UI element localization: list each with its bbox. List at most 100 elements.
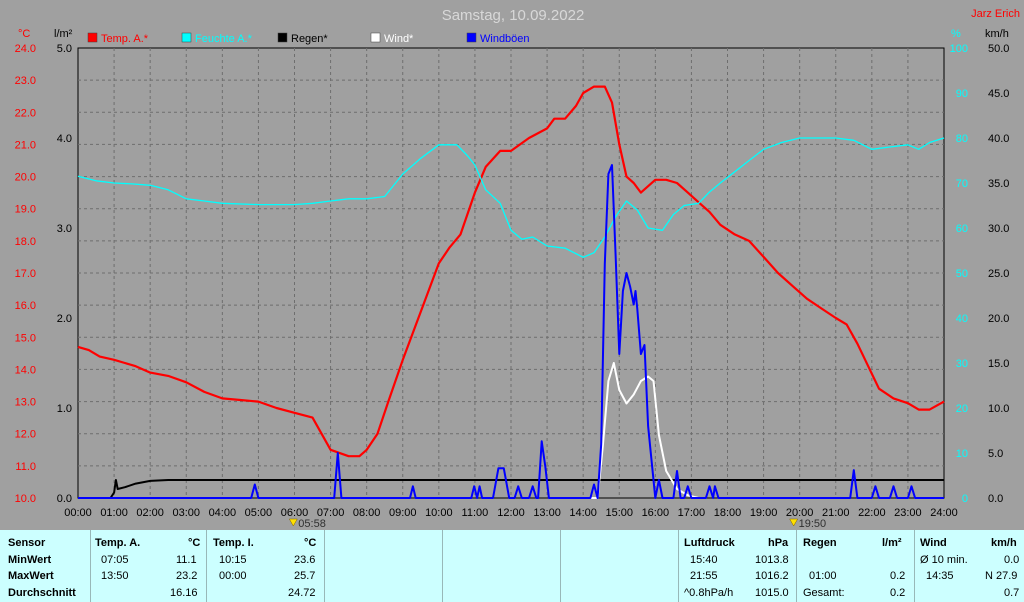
x-tick-label: 22:00: [858, 507, 886, 519]
legend: Temp. A.* Feuchte A.* Regen* Wind* Windböen: [87, 32, 530, 45]
rain-total-label: Gesamt:: [803, 587, 845, 599]
temp-a-max-time: 13:50: [101, 570, 129, 582]
x-tick-label: 04:00: [209, 507, 237, 519]
divider: [324, 530, 325, 602]
rain-total-value: 0.2: [890, 587, 906, 599]
temp-a-unit: °C: [188, 537, 201, 549]
series-line: [78, 479, 944, 499]
divider: [796, 530, 797, 602]
wind-tick-label: 20.0: [988, 313, 1009, 325]
temp-a-min-value: 11.1: [176, 554, 197, 566]
temp-i-unit: °C: [304, 537, 317, 549]
rain-tick-label: 4.0: [57, 133, 72, 145]
temp-tick-label: 18.0: [15, 236, 36, 248]
x-tick-label: 05:00: [245, 507, 273, 519]
temp-a-average: 16.16: [170, 587, 198, 599]
wind-tick-label: 0.0: [988, 493, 1003, 505]
divider: [678, 530, 679, 602]
legend-label: Temp. A.*: [101, 33, 149, 45]
temp-tick-label: 16.0: [15, 300, 36, 312]
x-tick-label: 09:00: [389, 507, 417, 519]
series-line: [77, 137, 945, 258]
legend-swatch: [370, 32, 381, 43]
pressure-header: Luftdruck: [684, 537, 735, 549]
x-tick-label: 00:00: [64, 507, 92, 519]
legend-swatch: [277, 32, 288, 43]
x-tick-label: 07:00: [317, 507, 345, 519]
divider: [560, 530, 561, 602]
humidity-tick-label: 80: [956, 133, 968, 145]
temp-i-min-value: 23.6: [294, 554, 316, 566]
divider: [206, 530, 207, 602]
rain-unit-label: l/m²: [54, 28, 73, 40]
wind-avg-value: 0.0: [1004, 554, 1020, 566]
x-tick-label: 13:00: [533, 507, 561, 519]
humidity-unit-label: %: [951, 28, 961, 40]
sun-markers: 05:58 19:50: [288, 518, 827, 530]
wind-tick-label: 25.0: [988, 268, 1009, 280]
temp-a-min-time: 07:05: [101, 554, 129, 566]
temp-tick-label: 21.0: [15, 139, 36, 151]
sunset-time: 19:50: [799, 518, 827, 530]
rain-header: Regen: [803, 537, 837, 549]
humidity-tick-label: 100: [950, 43, 968, 55]
sunrise-time: 05:58: [298, 518, 326, 530]
temp-tick-label: 19.0: [15, 204, 36, 216]
temp-tick-label: 20.0: [15, 172, 36, 184]
x-tick-label: 21:00: [822, 507, 850, 519]
stats-panel: [0, 530, 1024, 602]
divider: [90, 530, 91, 602]
temp-i-min-time: 10:15: [219, 554, 247, 566]
humidity-tick-label: 70: [956, 178, 968, 190]
x-tick-label: 10:00: [425, 507, 453, 519]
x-tick-label: 06:00: [281, 507, 309, 519]
legend-swatch: [181, 32, 192, 43]
series-line: [590, 362, 699, 499]
temp-unit-label: °C: [18, 28, 30, 40]
temp-tick-label: 22.0: [15, 107, 36, 119]
series-line: [77, 85, 945, 458]
wind-tick-label: 5.0: [988, 448, 1003, 460]
divider: [442, 530, 443, 602]
legend-swatch: [87, 32, 98, 43]
wind-unit-label: km/h: [985, 28, 1009, 40]
weather-chart: Samstag, 10.09.2022 Jarz Erich °C l/m² %…: [14, 7, 1020, 530]
wind-tick-label: 30.0: [988, 223, 1009, 235]
x-tick-label: 01:00: [100, 507, 128, 519]
series-line: [78, 164, 944, 499]
x-tick-label: 11:00: [462, 507, 489, 519]
legend-swatch: [466, 32, 477, 43]
x-tick-label: 02:00: [136, 507, 164, 519]
x-tick-label: 15:00: [605, 507, 633, 519]
rain-tick-label: 0.0: [57, 493, 72, 505]
chart-title: Samstag, 10.09.2022: [442, 7, 585, 24]
divider: [914, 530, 915, 602]
rain-tick-label: 5.0: [57, 43, 72, 55]
temp-i-max-value: 25.7: [294, 570, 316, 582]
legend-label: Feuchte A.*: [195, 33, 253, 45]
humidity-tick-label: 20: [956, 403, 968, 415]
rain-time: 01:00: [809, 570, 837, 582]
temp-i-average: 24.72: [288, 587, 316, 599]
pressure-min-time: 15:40: [690, 554, 718, 566]
wind-tick-label: 40.0: [988, 133, 1009, 145]
wind-max-time: 14:35: [926, 570, 954, 582]
humidity-tick-label: 10: [956, 448, 968, 460]
x-tick-label: 14:00: [569, 507, 597, 519]
legend-label: Regen*: [291, 33, 328, 45]
temp-tick-label: 17.0: [15, 268, 36, 280]
humidity-tick-label: 60: [956, 223, 968, 235]
temp-tick-label: 24.0: [15, 43, 36, 55]
temp-i-header: Temp. I.: [213, 537, 254, 549]
series-lines: [77, 85, 945, 499]
temp-i-max-time: 00:00: [219, 570, 247, 582]
rain-value: 0.2: [890, 570, 906, 582]
humidity-tick-label: 30: [956, 358, 968, 370]
wind-header: Wind: [920, 537, 947, 549]
axis-ticks: 10.0 11.0 12.0 13.0 14.0 15.0 16.0 17.0 18.0 19.0…: [15, 43, 1010, 519]
wind-tick-label: 15.0: [988, 358, 1009, 370]
max-row-label: MaxWert: [8, 570, 54, 582]
wind-max-value: N 27.9: [985, 570, 1018, 582]
pressure-trend-value: 1015.0: [755, 587, 789, 599]
wind-tick-label: 45.0: [988, 88, 1009, 100]
